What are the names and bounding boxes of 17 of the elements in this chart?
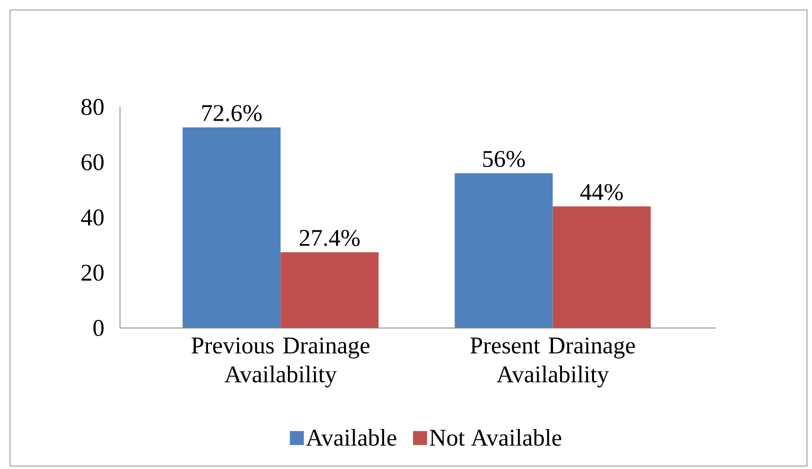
x-tick-label: Previous Drainage Availability xyxy=(192,338,370,388)
legend-label: Not Available xyxy=(430,428,562,446)
y-tick-label: 20 xyxy=(82,264,104,281)
data-label: 56% xyxy=(483,150,525,168)
bar xyxy=(454,173,553,328)
y-tick-label: 60 xyxy=(82,154,104,170)
y-tick-label: 80 xyxy=(81,98,104,116)
data-label: 72.6% xyxy=(202,104,262,122)
legend-label: Available xyxy=(306,428,396,446)
x-tick-label: Present Drainage Availability xyxy=(470,338,635,388)
data-label: 27.4% xyxy=(300,230,360,246)
bar xyxy=(280,252,379,328)
y-tick-label: 0 xyxy=(93,320,104,336)
data-label: 44% xyxy=(580,184,623,200)
bar xyxy=(552,206,651,328)
bar xyxy=(182,127,281,328)
y-tick-label: 40 xyxy=(81,209,104,226)
